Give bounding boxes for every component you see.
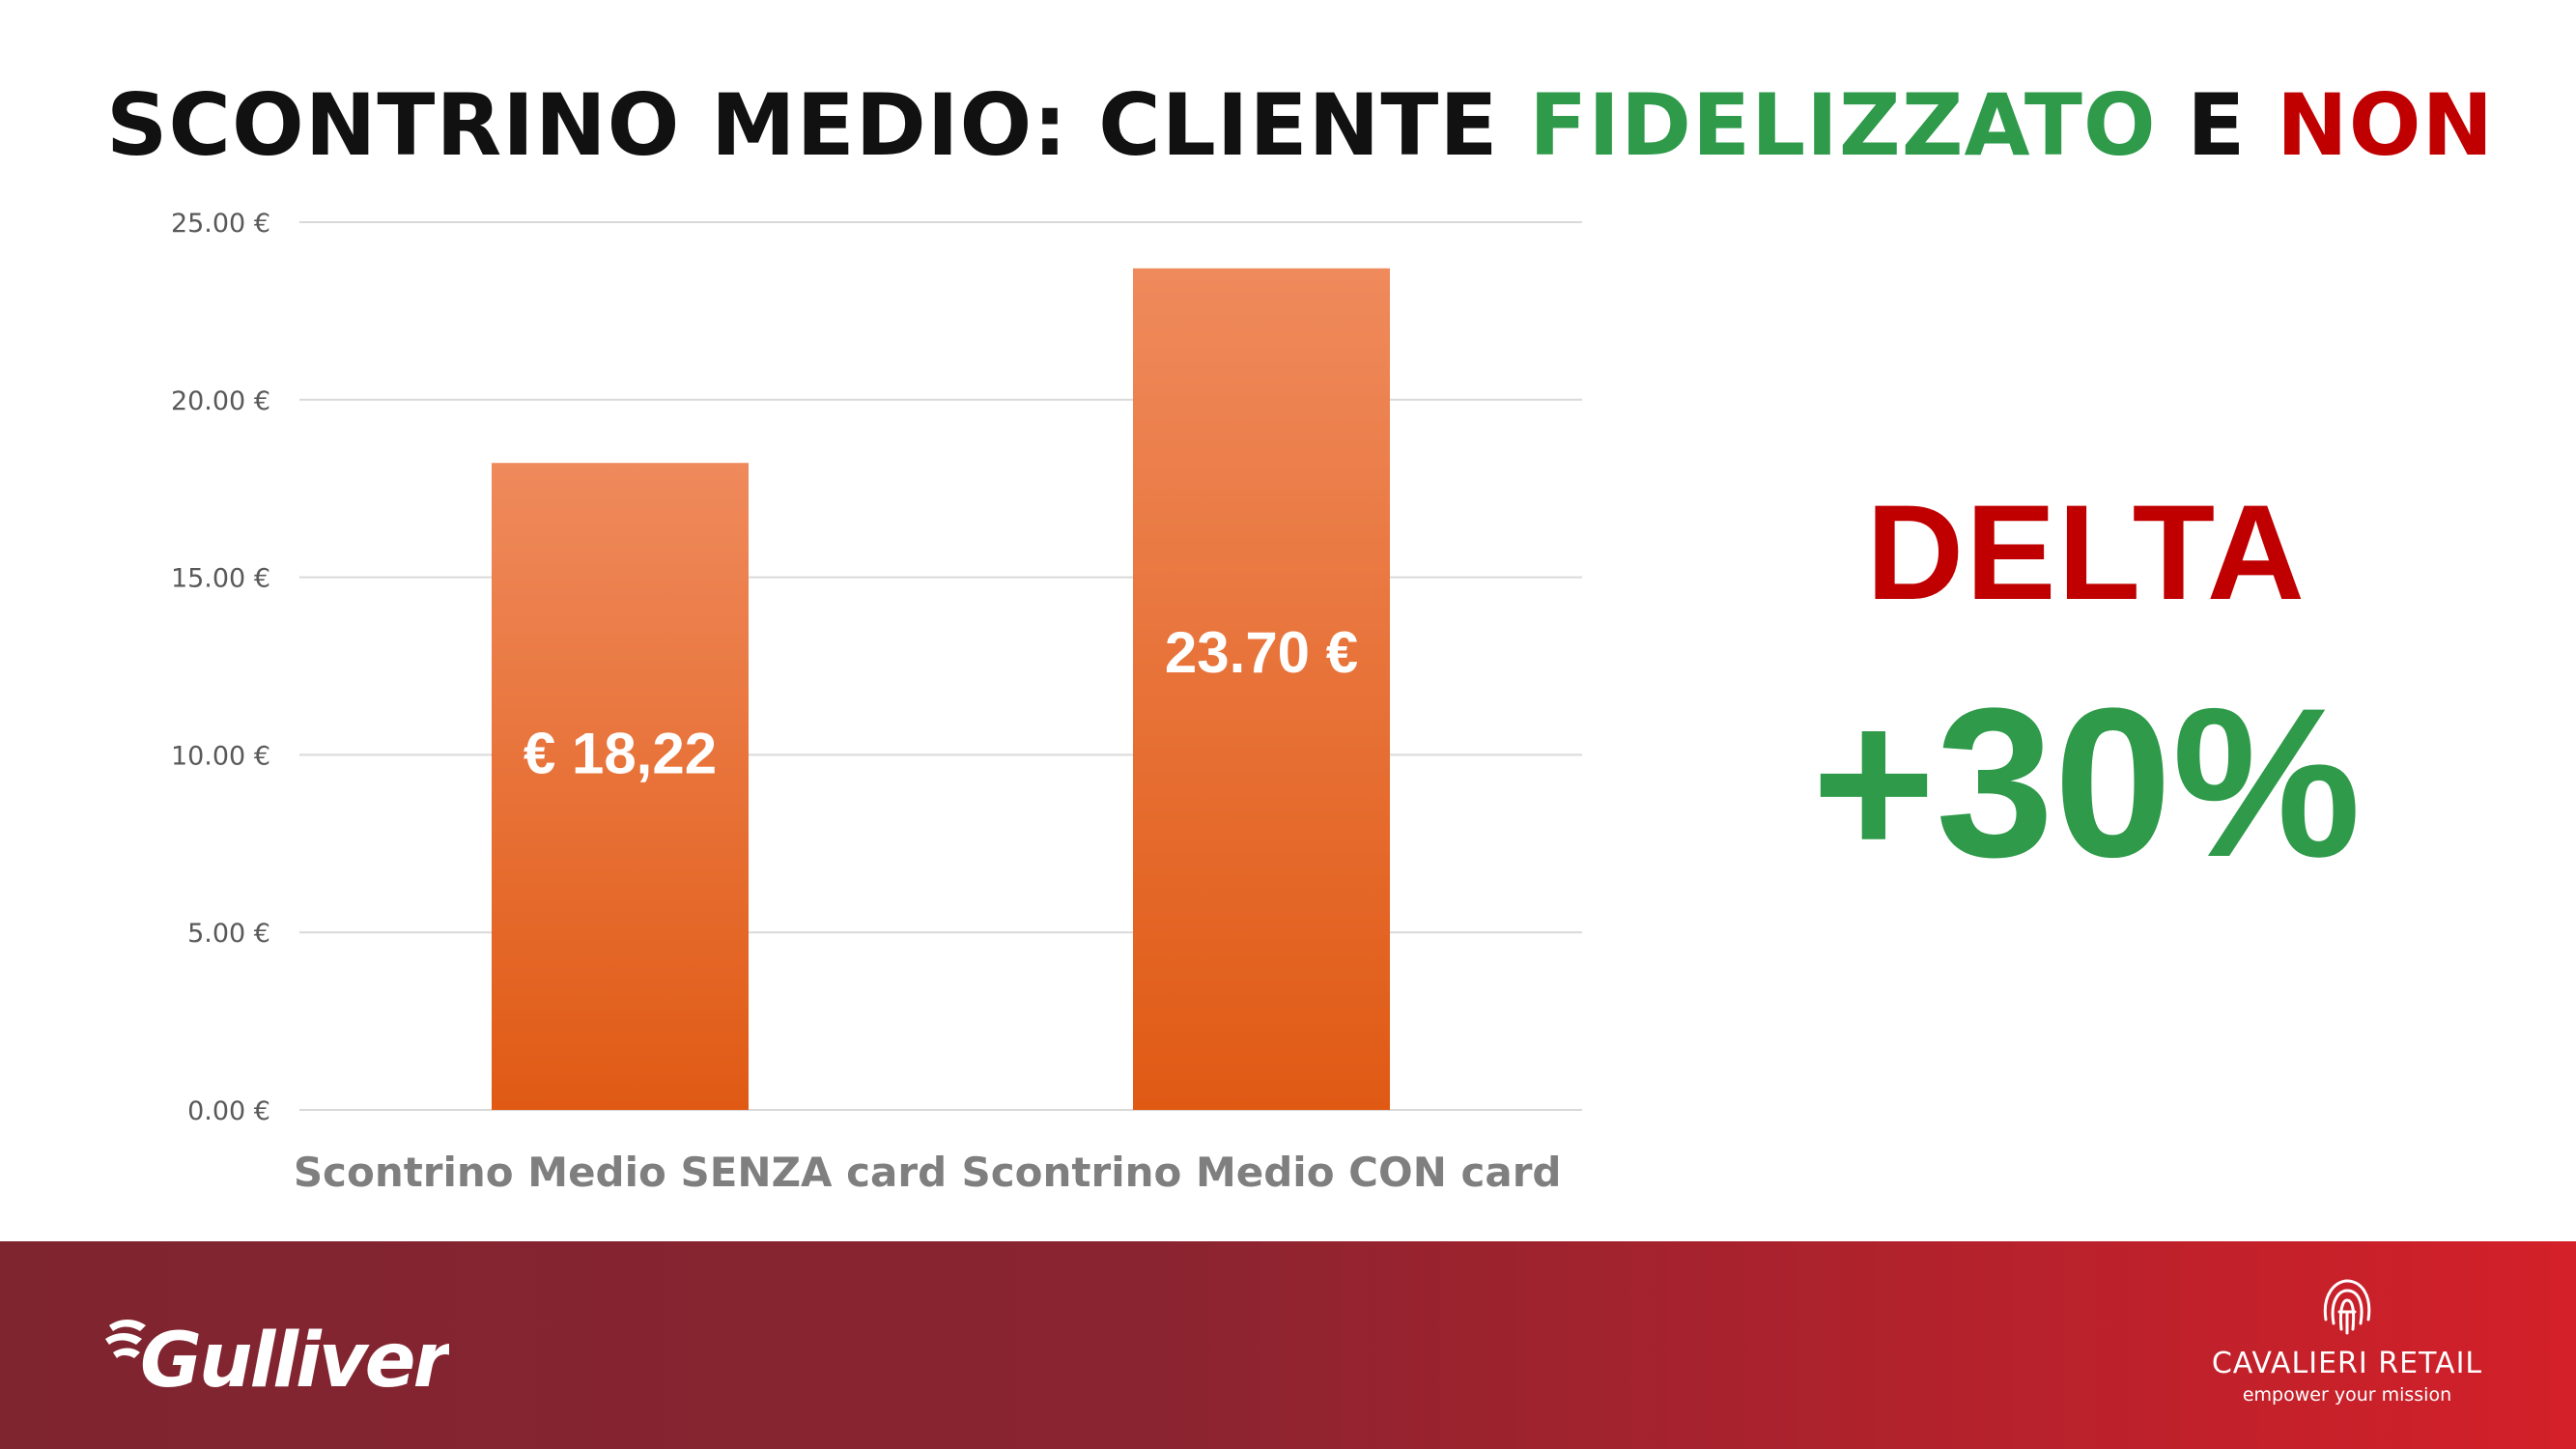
category-labels: Scontrino Medio SENZA card Scontrino Medi… <box>294 1149 1562 1196</box>
y-tick-label: 20.00 € <box>171 386 270 416</box>
slide-title: SCONTRINO MEDIO: CLIENTE FIDELIZZATO E N… <box>106 75 2494 175</box>
y-tick-label: 5.00 € <box>187 919 270 949</box>
y-tick-label: 15.00 € <box>171 564 270 594</box>
y-tick-label: 25.00 € <box>171 209 270 239</box>
bar-data-label: € 18,22 <box>524 722 717 786</box>
y-tick-label: 0.00 € <box>187 1096 270 1126</box>
cavalieri-retail-logo: CAVALIERI RETAIL empower your mission <box>2183 1275 2511 1430</box>
bar-chart: 0.00 € 5.00 € 10.00 € 15.00 € 20.00 € 25.00 €… <box>171 209 1582 1196</box>
gulliver-logo-text: Gulliver <box>140 1318 449 1401</box>
fingerprint-icon <box>2323 1279 2371 1335</box>
y-tick-label: 10.00 € <box>171 741 270 771</box>
title-highlight-red: NON <box>2277 75 2495 175</box>
bar <box>1133 268 1390 1111</box>
delta-label: DELTA <box>1866 476 2307 628</box>
footer-bar: Gulliver CAVALIERI RETAIL empower your m… <box>0 1241 2576 1449</box>
category-label: Scontrino Medio CON card <box>962 1149 1562 1196</box>
data-labels: € 18,22 23.70 € <box>524 620 1358 786</box>
title-part-2: E <box>2156 75 2278 175</box>
gulliver-logo: Gulliver <box>105 1318 449 1401</box>
bar-data-label: 23.70 € <box>1165 620 1358 685</box>
bar <box>492 463 749 1110</box>
title-part-1: SCONTRINO MEDIO: CLIENTE <box>106 75 1530 175</box>
cavalieri-logo-tagline: empower your mission <box>2242 1384 2452 1406</box>
cavalieri-logo-name: CAVALIERI RETAIL <box>2211 1347 2483 1380</box>
delta-value: +30% <box>1811 664 2362 901</box>
title-highlight-green: FIDELIZZATO <box>1529 75 2157 175</box>
category-label: Scontrino Medio SENZA card <box>294 1149 947 1196</box>
bars <box>492 268 1390 1111</box>
y-axis-ticks: 0.00 € 5.00 € 10.00 € 15.00 € 20.00 € 25.00 € <box>171 209 270 1126</box>
